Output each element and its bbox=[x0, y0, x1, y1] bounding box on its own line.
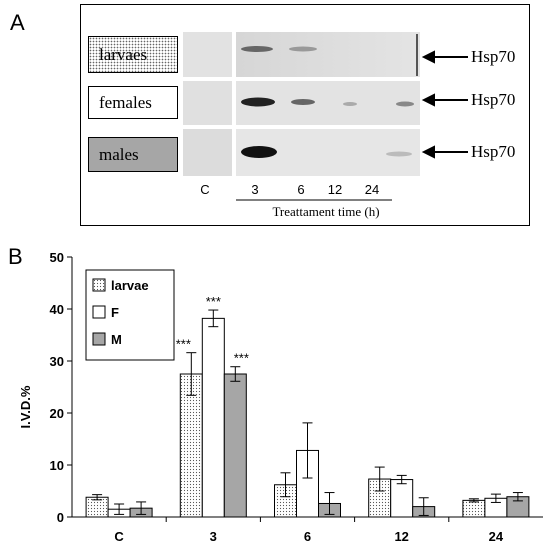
band-females-24h bbox=[396, 101, 414, 107]
chart-annotations: *** *** *** bbox=[176, 294, 249, 366]
significance-mark: *** bbox=[234, 351, 249, 366]
x-tick-label: 24 bbox=[489, 529, 504, 544]
blot-strip-larvae-treated bbox=[236, 32, 420, 77]
legend-label-F: F bbox=[111, 305, 119, 320]
time-axis-label: Treattament time (h) bbox=[272, 204, 380, 219]
legend-swatch-larvae bbox=[92, 278, 106, 292]
lane-label-12: 12 bbox=[327, 182, 343, 197]
band-females-3h bbox=[241, 97, 275, 107]
chart-bars bbox=[85, 317, 530, 518]
legend-swatch-F bbox=[92, 305, 106, 319]
arrow-head-males bbox=[421, 145, 435, 159]
hsp70-label-males: Hsp70 bbox=[471, 142, 516, 161]
bar-F-12 bbox=[390, 479, 414, 518]
blot-strip-females-control bbox=[183, 81, 232, 125]
band-males-3h bbox=[241, 146, 277, 158]
legend-label-larvae: larvae bbox=[111, 278, 149, 293]
hsp70-label-females: Hsp70 bbox=[471, 90, 516, 109]
hsp70-label-larvae: Hsp70 bbox=[471, 47, 516, 66]
y-tick-label: 20 bbox=[50, 406, 64, 421]
blot-image bbox=[183, 32, 468, 201]
blot-strip-larvae-control bbox=[183, 32, 232, 77]
x-tick-label: 6 bbox=[304, 529, 311, 544]
chart-error-bars bbox=[92, 309, 523, 516]
x-tick-label: 12 bbox=[394, 529, 408, 544]
y-tick-label: 40 bbox=[50, 302, 64, 317]
band-males-24h bbox=[386, 151, 412, 157]
significance-mark: *** bbox=[206, 294, 221, 309]
band-larvae-3h bbox=[241, 46, 273, 52]
lane-label-24: 24 bbox=[364, 182, 380, 197]
band-females-12h bbox=[343, 102, 357, 106]
sample-label-larvae: larvaes bbox=[88, 36, 178, 73]
lane-label-3: 3 bbox=[251, 182, 259, 197]
sample-label-males: males bbox=[88, 137, 178, 172]
arrow-head-females bbox=[421, 93, 435, 107]
bar-M-3 bbox=[223, 373, 247, 518]
y-tick-label: 0 bbox=[57, 510, 64, 525]
chart-legend: larvae FM bbox=[85, 269, 175, 361]
arrow-head-larvae bbox=[421, 50, 435, 64]
y-tick-label: 10 bbox=[50, 458, 64, 473]
bar-larvae-24 bbox=[462, 499, 486, 518]
band-larvae-6h bbox=[289, 46, 317, 52]
x-tick-label: 3 bbox=[210, 529, 217, 544]
y-tick-label: 30 bbox=[50, 354, 64, 369]
significance-mark: *** bbox=[176, 337, 191, 352]
legend-label-M: M bbox=[111, 332, 122, 347]
band-females-6h bbox=[291, 99, 315, 105]
blot-strip-males-control bbox=[183, 129, 232, 176]
legend-swatch-M bbox=[92, 332, 106, 346]
lane-label-6: 6 bbox=[297, 182, 305, 197]
sample-label-females: females bbox=[88, 86, 178, 119]
lane-label-c: C bbox=[200, 182, 210, 197]
panel-b-letter: B bbox=[8, 244, 23, 269]
bar-F-3 bbox=[201, 317, 225, 518]
y-tick-label: 50 bbox=[50, 250, 64, 265]
x-tick-label: C bbox=[114, 529, 124, 544]
y-axis-label: I.V.D.% bbox=[18, 385, 33, 428]
panel-a-letter: A bbox=[10, 10, 25, 35]
